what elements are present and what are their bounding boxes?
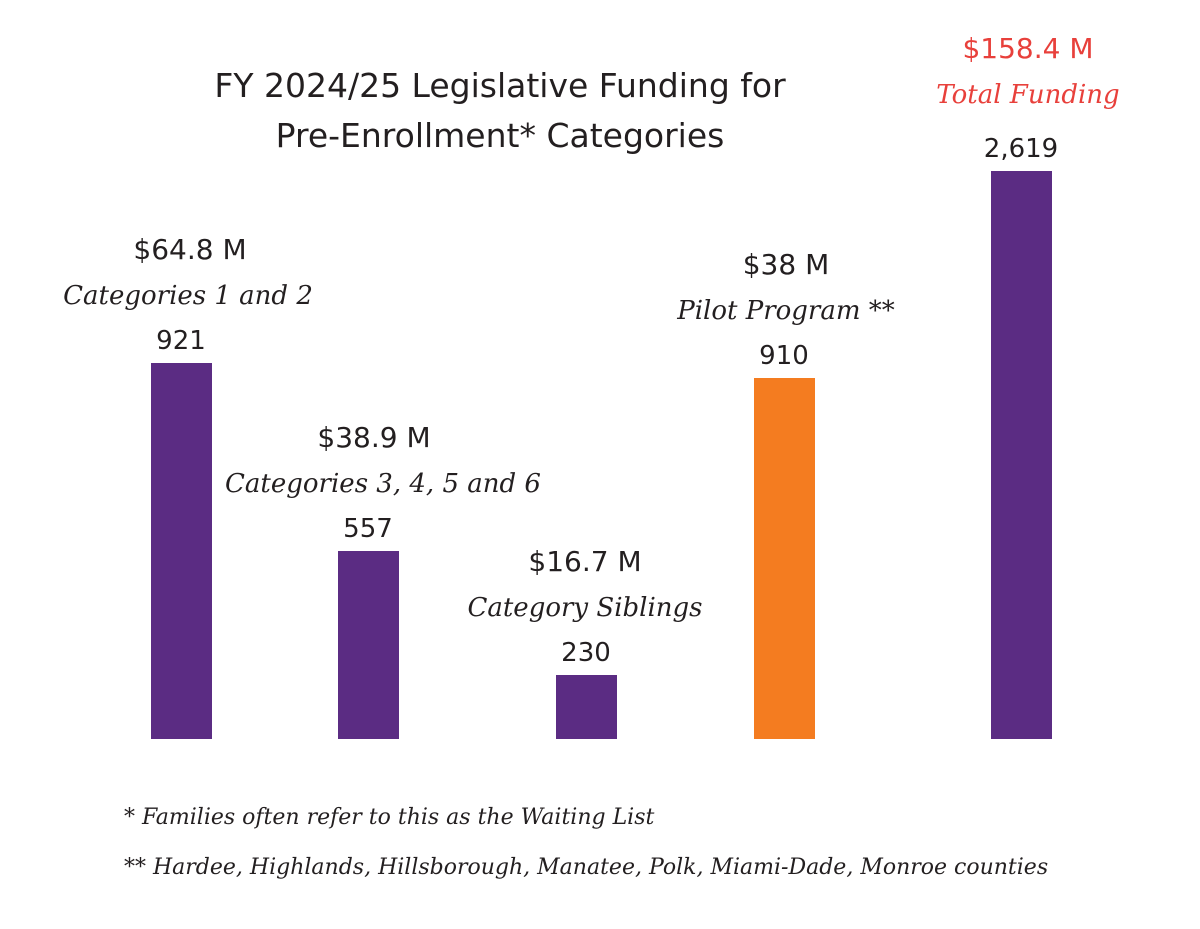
bar-total	[991, 171, 1052, 739]
category-label-categories-3-6: Categories 3, 4, 5 and 6	[225, 469, 541, 499]
funding-label-categories-3-6: $38.9 M	[317, 421, 431, 454]
count-label-total: 2,619	[983, 134, 1059, 164]
bar-pilot-program	[754, 378, 815, 739]
category-label-pilot-program: Pilot Program **	[677, 296, 895, 326]
category-label-categories-1-2: Categories 1 and 2	[63, 281, 313, 311]
count-label-category-siblings: 230	[561, 638, 611, 668]
funding-label-pilot-program: $38 M	[742, 248, 830, 281]
bar-categories-1-2	[151, 363, 212, 739]
count-label-pilot-program: 910	[759, 341, 809, 371]
count-label-categories-1-2: 921	[156, 326, 206, 356]
bar-category-siblings	[556, 675, 617, 739]
footnote-pilot-counties: ** Hardee, Highlands, Hillsborough, Mana…	[124, 855, 1049, 880]
footnote-waiting-list: * Families often refer to this as the Wa…	[124, 805, 655, 830]
funding-label-total: $158.4 M	[962, 32, 1094, 65]
funding-label-categories-1-2: $64.8 M	[133, 233, 247, 266]
category-label-total: Total Funding	[936, 80, 1120, 110]
chart-title-line-2: Pre-Enrollment* Categories	[275, 116, 725, 155]
bar-categories-3-6	[338, 551, 399, 739]
count-label-categories-3-6: 557	[343, 514, 393, 544]
category-label-category-siblings: Category Siblings	[467, 593, 703, 623]
chart-title-line-1: FY 2024/25 Legislative Funding for	[214, 66, 786, 105]
funding-label-category-siblings: $16.7 M	[528, 545, 642, 578]
